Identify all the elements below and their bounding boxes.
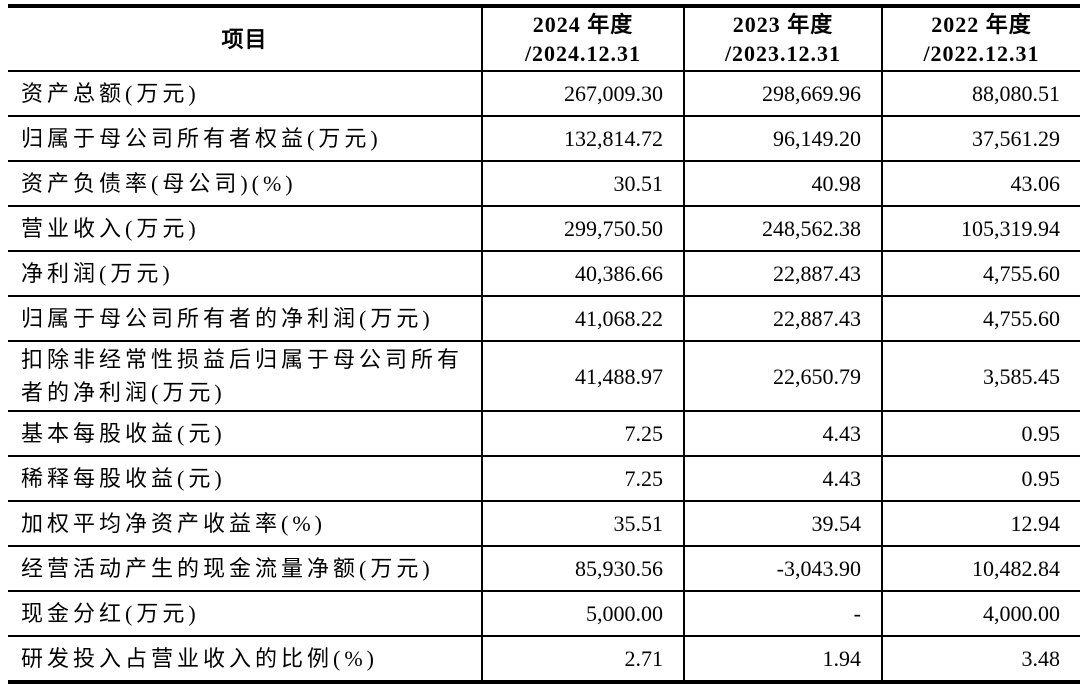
value-2022: 3,585.45 [881,340,1080,411]
financial-indicators-table: 项目 2024 年度 /2024.12.31 2023 年度 /2023.12.… [8,4,1080,684]
row-label: 基本每股收益(元) [8,410,482,456]
value-2022: 4,755.60 [881,250,1080,296]
row-label: 现金分红(万元) [8,590,482,636]
value-2023: 298,669.96 [683,70,882,116]
table-row: 现金分红(万元) 5,000.00 - 4,000.00 [8,590,1080,636]
value-2022: 10,482.84 [881,545,1080,591]
value-2024: 85,930.56 [481,545,684,591]
value-2023: 22,887.43 [683,250,882,296]
table-row: 扣除非经常性损益后归属于母公司所有者的净利润(万元) 41,488.97 22,… [8,340,1080,411]
value-2024: 132,814.72 [481,115,684,161]
value-2024: 35.51 [481,500,684,546]
value-2023: 96,149.20 [683,115,882,161]
value-2024: 41,488.97 [481,340,684,411]
value-2023: - [683,590,882,636]
value-2023: 1.94 [683,635,882,682]
value-2024: 299,750.50 [481,205,684,251]
row-label: 加权平均净资产收益率(%) [8,500,482,546]
table-row: 研发投入占营业收入的比例(%) 2.71 1.94 3.48 [8,635,1080,682]
value-2022: 0.95 [881,455,1080,501]
table-row: 稀释每股收益(元) 7.25 4.43 0.95 [8,455,1080,501]
value-2022: 88,080.51 [881,70,1080,116]
value-2023: 39.54 [683,500,882,546]
table-row: 资产总额(万元) 267,009.30 298,669.96 88,080.51 [8,70,1080,116]
table-row: 归属于母公司所有者权益(万元) 132,814.72 96,149.20 37,… [8,115,1080,161]
row-label: 资产总额(万元) [8,70,482,116]
table-row: 营业收入(万元) 299,750.50 248,562.38 105,319.9… [8,205,1080,251]
table-body: 资产总额(万元) 267,009.30 298,669.96 88,080.51… [8,70,1080,682]
value-2022: 3.48 [881,635,1080,682]
value-2023: 22,887.43 [683,295,882,341]
row-label: 研发投入占营业收入的比例(%) [8,635,482,682]
column-header-2024: 2024 年度 /2024.12.31 [481,6,684,71]
value-2022: 37,561.29 [881,115,1080,161]
value-2023: 40.98 [683,160,882,206]
value-2022: 0.95 [881,410,1080,456]
value-2024: 2.71 [481,635,684,682]
column-header-2022: 2022 年度 /2022.12.31 [881,6,1080,71]
row-label: 净利润(万元) [8,250,482,296]
column-header-2023: 2023 年度 /2023.12.31 [683,6,882,71]
value-2024: 30.51 [481,160,684,206]
row-label: 扣除非经常性损益后归属于母公司所有者的净利润(万元) [8,340,482,411]
value-2023: 4.43 [683,410,882,456]
table-row: 归属于母公司所有者的净利润(万元) 41,068.22 22,887.43 4,… [8,295,1080,341]
row-label: 稀释每股收益(元) [8,455,482,501]
value-2024: 40,386.66 [481,250,684,296]
table-row: 经营活动产生的现金流量净额(万元) 85,930.56 -3,043.90 10… [8,545,1080,591]
value-2023: 4.43 [683,455,882,501]
table-header: 项目 2024 年度 /2024.12.31 2023 年度 /2023.12.… [8,6,1080,71]
value-2023: 248,562.38 [683,205,882,251]
value-2022: 4,755.60 [881,295,1080,341]
value-2022: 105,319.94 [881,205,1080,251]
value-2022: 4,000.00 [881,590,1080,636]
table-row: 净利润(万元) 40,386.66 22,887.43 4,755.60 [8,250,1080,296]
value-2024: 7.25 [481,410,684,456]
row-label: 资产负债率(母公司)(%) [8,160,482,206]
table-row: 加权平均净资产收益率(%) 35.51 39.54 12.94 [8,500,1080,546]
row-label: 归属于母公司所有者的净利润(万元) [8,295,482,341]
table-row: 基本每股收益(元) 7.25 4.43 0.95 [8,410,1080,456]
value-2024: 7.25 [481,455,684,501]
value-2022: 43.06 [881,160,1080,206]
row-label: 经营活动产生的现金流量净额(万元) [8,545,482,591]
value-2024: 5,000.00 [481,590,684,636]
value-2022: 12.94 [881,500,1080,546]
value-2024: 41,068.22 [481,295,684,341]
row-label: 营业收入(万元) [8,205,482,251]
column-header-item: 项目 [221,26,268,52]
header-row: 项目 2024 年度 /2024.12.31 2023 年度 /2023.12.… [8,6,1080,71]
value-2023: -3,043.90 [683,545,882,591]
table-row: 资产负债率(母公司)(%) 30.51 40.98 43.06 [8,160,1080,206]
value-2023: 22,650.79 [683,340,882,411]
row-label: 归属于母公司所有者权益(万元) [8,115,482,161]
value-2024: 267,009.30 [481,70,684,116]
